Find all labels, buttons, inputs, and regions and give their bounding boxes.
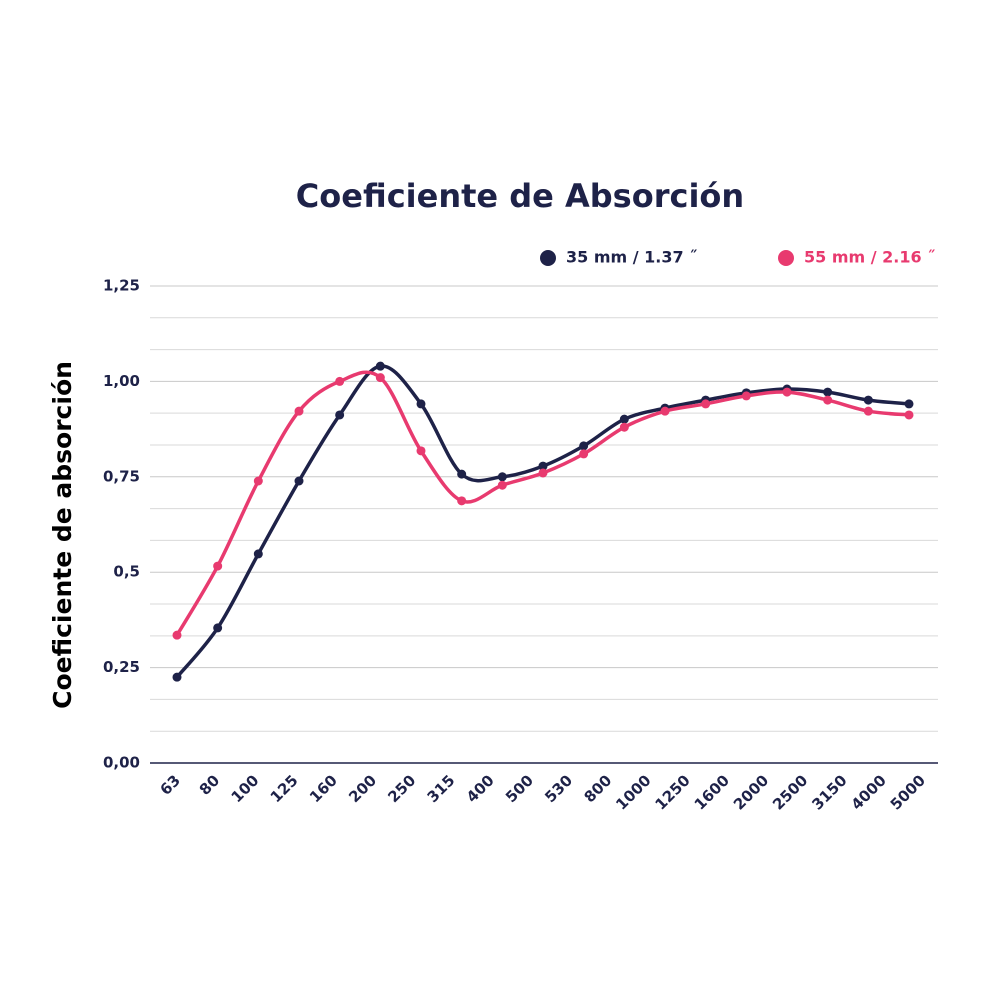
x-tick-label: 3150 (808, 771, 850, 813)
x-tick-label: 2500 (769, 771, 811, 813)
data-point (904, 399, 914, 409)
data-point (863, 406, 873, 416)
data-point (172, 672, 182, 682)
data-point (172, 630, 182, 640)
data-point (457, 469, 467, 479)
y-tick-label: 0,00 (103, 754, 140, 772)
chart-title: Coeficiente de Absorción (296, 177, 744, 215)
data-point (823, 387, 833, 397)
data-point (904, 410, 914, 420)
y-tick-label: 0,75 (103, 467, 140, 485)
x-tick-label: 5000 (887, 771, 929, 813)
data-point (782, 387, 792, 397)
data-point (619, 414, 629, 424)
data-point (416, 446, 426, 456)
x-tick-label: 1250 (651, 771, 693, 813)
y-tick-label: 1,25 (103, 277, 140, 295)
x-tick-label: 200 (345, 771, 380, 806)
x-tick-label: 80 (196, 771, 223, 798)
x-tick-label: 400 (463, 771, 498, 806)
legend-marker (778, 250, 794, 266)
data-point (375, 361, 385, 371)
data-point (457, 496, 467, 506)
data-point (660, 406, 670, 416)
x-tick-label: 500 (502, 771, 537, 806)
y-tick-label: 1,00 (103, 372, 140, 390)
legend-label: 35 mm / 1.37 ˝ (566, 248, 697, 267)
data-point (619, 422, 629, 432)
x-tick-label: 4000 (848, 771, 890, 813)
data-point (741, 391, 751, 401)
x-tick-label: 1600 (691, 771, 733, 813)
x-tick-label: 63 (157, 771, 184, 798)
data-point (253, 549, 263, 559)
x-tick-label: 250 (384, 771, 419, 806)
x-tick-label: 100 (228, 771, 263, 806)
data-point (863, 395, 873, 405)
data-point (335, 376, 345, 386)
data-point (497, 472, 507, 482)
data-point (497, 480, 507, 490)
data-point (579, 449, 589, 459)
x-tick-label: 1000 (612, 771, 654, 813)
data-point (416, 399, 426, 409)
data-point (375, 373, 385, 383)
data-point (294, 476, 304, 486)
data-point (335, 410, 345, 420)
data-point (701, 399, 711, 409)
data-point (538, 468, 548, 478)
y-axis-label: Coeficiente de absorción (48, 361, 77, 709)
x-tick-label: 160 (306, 771, 341, 806)
y-tick-label: 0,25 (103, 658, 140, 676)
data-point (823, 395, 833, 405)
data-point (538, 461, 548, 471)
data-point (579, 441, 589, 451)
x-tick-label: 125 (267, 771, 302, 806)
x-tick-label: 530 (541, 771, 576, 806)
x-tick-label: 800 (580, 771, 615, 806)
legend-label: 55 mm / 2.16 ˝ (804, 248, 935, 267)
y-tick-label: 0,5 (113, 563, 140, 581)
x-tick-label: 315 (424, 771, 459, 806)
data-point (213, 623, 223, 633)
data-point (294, 406, 304, 416)
x-tick-label: 2000 (730, 771, 772, 813)
data-point (213, 561, 223, 571)
data-point (253, 476, 263, 486)
legend-marker (540, 250, 556, 266)
